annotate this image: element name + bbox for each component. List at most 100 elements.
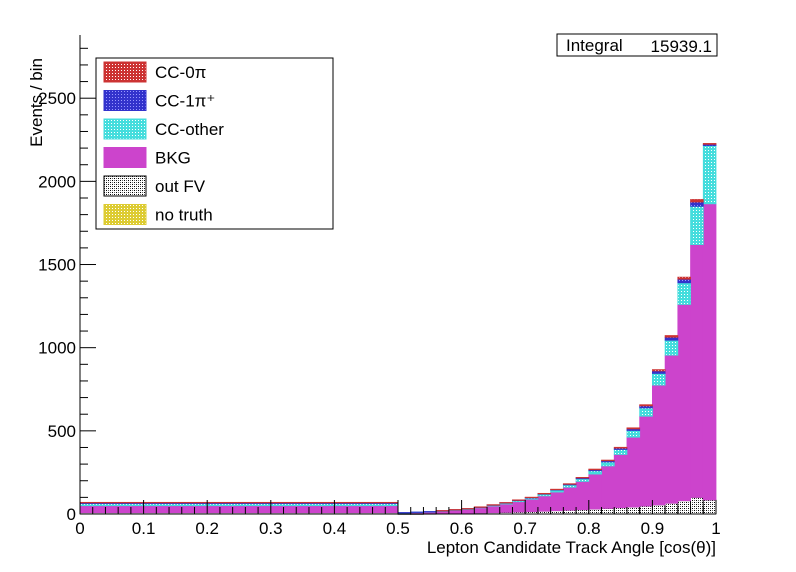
x-tick-label: 0.8 <box>577 519 601 538</box>
bar-out-fv-24 <box>690 496 704 515</box>
bar-out-fv-23 <box>677 500 691 515</box>
bar-bkg-19 <box>626 436 641 508</box>
bar-cc-other-23 <box>677 282 691 305</box>
bar-bkg-10 <box>512 501 526 513</box>
bar-cc-0pi-18 <box>613 446 628 449</box>
bar-cc-1pi-plus-1 <box>397 512 412 514</box>
bar-cc-0pi-9 <box>499 502 513 504</box>
bar-bkg-22 <box>664 354 679 504</box>
bar-cc-0pi-11 <box>524 496 539 499</box>
bar-out-fv-16 <box>588 508 602 515</box>
bar-out-fv-21 <box>652 504 666 515</box>
bar-bkg-6 <box>461 509 475 514</box>
stats-label: Integral <box>566 36 623 55</box>
legend-swatch-no-truth <box>103 204 147 225</box>
bar-cc-other-20 <box>639 407 653 417</box>
legend-swatch-cc-1pi-plus <box>103 90 147 111</box>
x-tick-label: 0.9 <box>641 519 665 538</box>
bar-cc-other-17 <box>601 461 615 467</box>
legend-label-out-fv: out FV <box>155 177 206 196</box>
histogram-bars <box>79 143 717 515</box>
bar-cc-0pi-7 <box>473 506 488 508</box>
bar-out-fv-25 <box>702 499 717 515</box>
bar-bkg-11 <box>524 498 539 513</box>
stats-box: Integral 15939.1 <box>556 33 718 57</box>
series-bkg <box>79 203 717 515</box>
bar-cc-0pi-8 <box>486 504 501 506</box>
legend-swatch-cc-0pi <box>103 61 147 83</box>
bar-bkg-7 <box>473 507 488 514</box>
bar-bkg-13 <box>550 491 564 512</box>
bar-bkg-24 <box>690 244 704 498</box>
x-tick-label: 0.4 <box>323 519 347 538</box>
bar-cc-0pi-0 <box>79 501 399 504</box>
legend-label-no-truth: no truth <box>155 206 213 225</box>
bar-bkg-21 <box>652 384 666 506</box>
bar-cc-1pi-plus-3 <box>423 511 437 513</box>
y-tick-label: 500 <box>48 422 76 441</box>
x-tick-label: 0.5 <box>386 519 410 538</box>
legend-swatch-cc-other <box>103 118 147 140</box>
bar-bkg-12 <box>537 495 552 512</box>
bar-cc-0pi-16 <box>588 468 602 471</box>
bar-cc-0pi-13 <box>550 488 564 491</box>
bar-bkg-18 <box>613 454 628 509</box>
bar-bkg-5 <box>448 509 463 514</box>
bar-cc-0pi-14 <box>562 483 577 485</box>
bar-cc-0pi-5 <box>448 509 463 511</box>
bar-cc-0pi-22 <box>664 335 679 338</box>
x-tick-label: 1 <box>711 519 720 538</box>
bar-cc-0pi-19 <box>626 427 641 430</box>
bar-cc-0pi-4 <box>435 510 450 512</box>
bar-cc-1pi-plus-24 <box>690 201 704 207</box>
axes: 0 0.1 0.2 0.3 0.4 0.5 0.6 0.7 0.8 0.9 1 0 500 1000 150… <box>38 35 721 538</box>
x-tick-label: 0.6 <box>450 519 474 538</box>
bar-cc-other-25 <box>702 145 717 205</box>
x-tick-label: 0 <box>75 519 84 538</box>
legend-frame <box>95 57 334 230</box>
y-tick-label: 0 <box>67 505 76 524</box>
bar-cc-other-22 <box>664 339 679 356</box>
bar-cc-0pi-12 <box>537 492 552 495</box>
bar-bkg-9 <box>499 503 513 513</box>
legend-label-cc-0pi: CC-0π <box>155 63 206 82</box>
bar-cc-0pi-17 <box>601 459 615 462</box>
legend-label-cc-other: CC-other <box>155 120 224 139</box>
bar-cc-0pi-20 <box>639 404 653 407</box>
y-tick-label: 2500 <box>38 89 76 108</box>
stats-box-frame <box>556 33 718 57</box>
x-tick-label: 0.3 <box>259 519 283 538</box>
bar-bkg-23 <box>677 304 691 502</box>
bar-bkg-15 <box>575 481 590 511</box>
bar-bkg-8 <box>486 505 501 514</box>
bar-bkg-25 <box>702 203 717 501</box>
y-tick-label: 1000 <box>38 339 76 358</box>
bar-bkg-0 <box>79 505 399 514</box>
legend-swatch-bkg <box>103 147 147 168</box>
bar-cc-0pi-6 <box>461 508 475 510</box>
bar-out-fv-22 <box>664 502 679 515</box>
legend-label-bkg: BKG <box>155 149 191 168</box>
bar-out-fv-19 <box>626 506 641 515</box>
x-tick-label: 0.2 <box>195 519 219 538</box>
bar-cc-other-19 <box>626 430 641 438</box>
bar-cc-other-21 <box>652 373 666 386</box>
bar-out-fv-17 <box>601 507 615 515</box>
bar-cc-0pi-21 <box>652 369 666 372</box>
bar-cc-other-16 <box>588 470 602 475</box>
bar-bkg-20 <box>639 415 653 507</box>
bar-cc-0pi-25 <box>702 143 717 145</box>
legend-swatch-out-fv <box>103 175 147 197</box>
bar-cc-other-24 <box>690 205 704 245</box>
x-tick-label: 0.7 <box>513 519 537 538</box>
bar-out-fv-15 <box>575 509 590 515</box>
stats-value: 15939.1 <box>651 37 712 56</box>
y-tick-label: 2000 <box>38 172 76 191</box>
legend: CC-0π CC-1π⁺ CC-other BKG out FV no truth <box>95 57 334 230</box>
bar-cc-1pi-plus-22 <box>664 336 679 341</box>
bar-cc-1pi-plus-23 <box>677 278 691 284</box>
legend-label-cc-1pi-plus: CC-1π⁺ <box>155 92 215 111</box>
bar-cc-0pi-10 <box>512 499 526 501</box>
bar-cc-0pi-15 <box>575 477 590 479</box>
